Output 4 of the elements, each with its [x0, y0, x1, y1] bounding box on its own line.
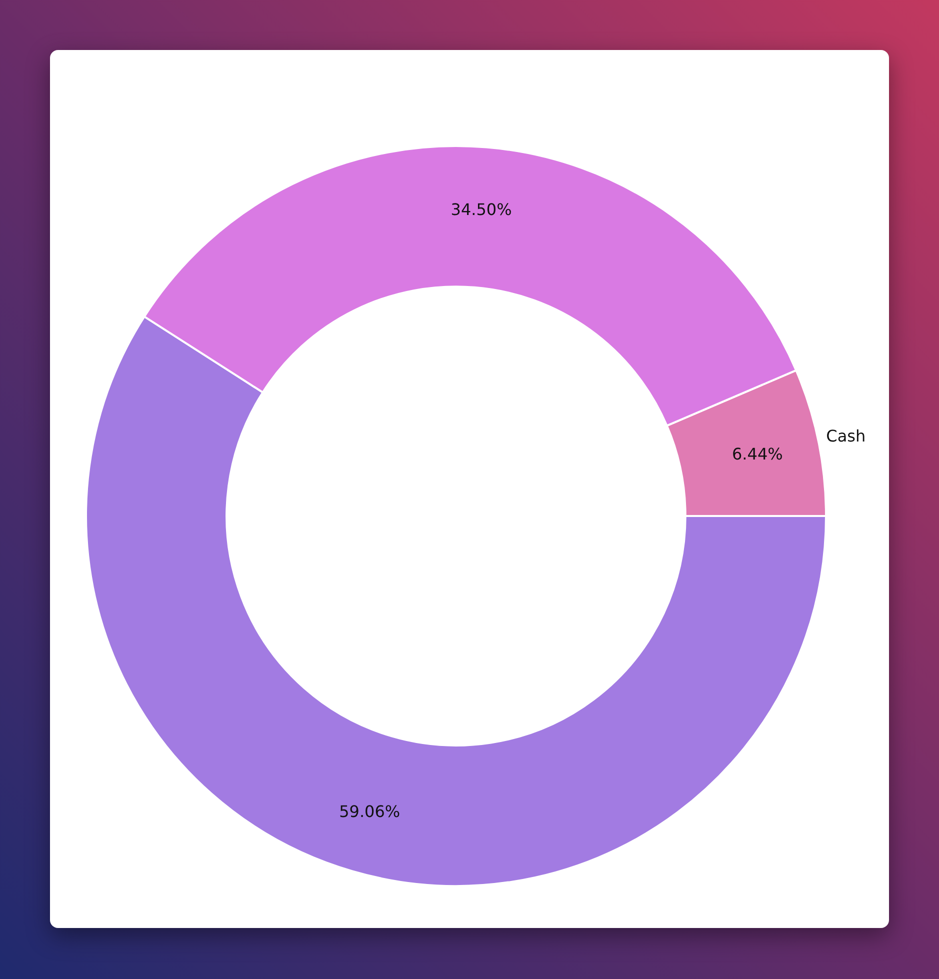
slice-label: Cash — [826, 426, 866, 446]
data-label: 6.44% — [732, 444, 783, 464]
data-label: 34.50% — [450, 200, 512, 219]
data-label: 59.06% — [339, 802, 400, 821]
